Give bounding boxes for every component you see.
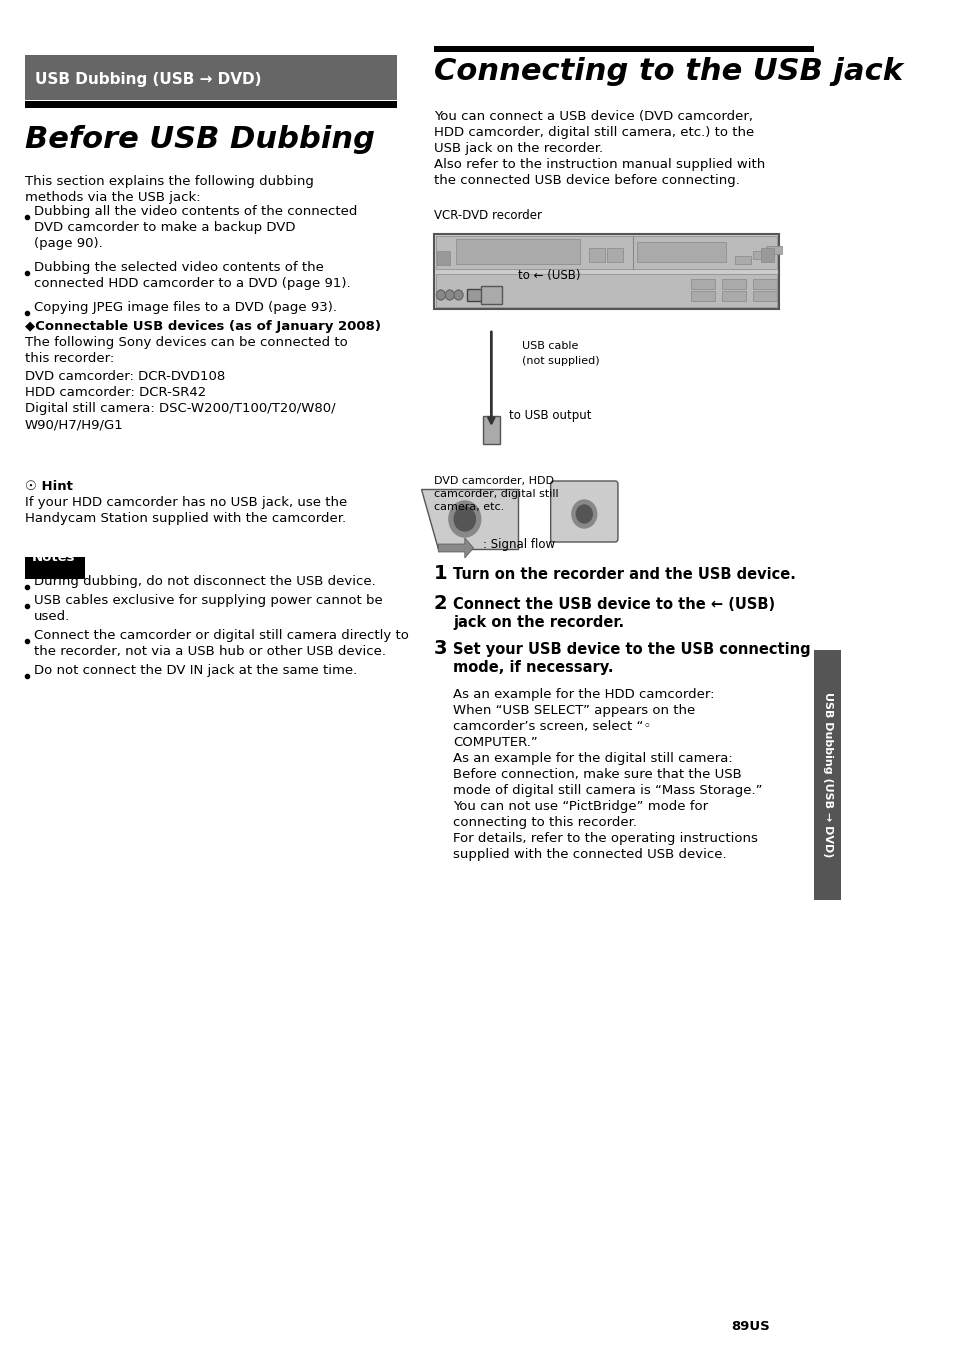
Text: Before USB Dubbing: Before USB Dubbing [25,124,375,154]
Text: supplied with the connected USB device.: supplied with the connected USB device. [453,848,726,861]
Text: USB cable: USB cable [522,341,578,352]
Text: HDD camcorder: DCR-SR42: HDD camcorder: DCR-SR42 [25,387,206,399]
Circle shape [454,507,475,531]
FancyBboxPatch shape [765,246,781,254]
FancyBboxPatch shape [436,274,777,307]
Text: 1: 1 [434,564,447,583]
Text: USB jack on the recorder.: USB jack on the recorder. [434,142,602,155]
FancyBboxPatch shape [25,101,396,108]
Text: Copying JPEG image files to a DVD (page 93).: Copying JPEG image files to a DVD (page … [33,301,336,314]
Text: DVD camcorder: DCR-DVD108: DVD camcorder: DCR-DVD108 [25,370,225,383]
Text: HDD camcorder, digital still camera, etc.) to the: HDD camcorder, digital still camera, etc… [434,126,753,139]
Text: Dubbing all the video contents of the connected: Dubbing all the video contents of the co… [33,206,356,218]
Circle shape [436,289,445,300]
Text: This section explains the following dubbing: This section explains the following dubb… [25,174,314,188]
FancyBboxPatch shape [467,289,489,301]
Text: mode of digital still camera is “Mass Storage.”: mode of digital still camera is “Mass St… [453,784,762,796]
Text: For details, refer to the operating instructions: For details, refer to the operating inst… [453,831,758,845]
FancyBboxPatch shape [752,251,768,260]
Text: Handycam Station supplied with the camcorder.: Handycam Station supplied with the camco… [25,512,346,525]
Text: camcorder, digital still: camcorder, digital still [434,489,558,499]
Text: (page 90).: (page 90). [33,237,102,250]
FancyBboxPatch shape [720,279,745,289]
Text: VCR-DVD recorder: VCR-DVD recorder [434,210,541,222]
Text: Also refer to the instruction manual supplied with: Also refer to the instruction manual sup… [434,158,764,170]
Circle shape [576,506,592,523]
Text: connected HDD camcorder to a DVD (page 91).: connected HDD camcorder to a DVD (page 9… [33,277,350,289]
FancyBboxPatch shape [436,237,777,269]
FancyBboxPatch shape [814,650,841,900]
Text: Connecting to the USB jack: Connecting to the USB jack [434,57,902,87]
Polygon shape [420,489,517,549]
FancyBboxPatch shape [690,279,715,289]
Text: (not supplied): (not supplied) [522,356,599,366]
FancyBboxPatch shape [25,557,85,579]
Polygon shape [437,538,473,558]
Text: DVD camcorder, HDD: DVD camcorder, HDD [434,476,554,485]
Text: Do not connect the DV IN jack at the same time.: Do not connect the DV IN jack at the sam… [33,664,356,677]
FancyBboxPatch shape [637,242,725,262]
Text: Before connection, make sure that the USB: Before connection, make sure that the US… [453,768,741,781]
Text: As an example for the HDD camcorder:: As an example for the HDD camcorder: [453,688,714,700]
Text: W90/H7/H9/G1: W90/H7/H9/G1 [25,418,123,431]
Text: methods via the USB jack:: methods via the USB jack: [25,191,200,204]
FancyBboxPatch shape [752,279,777,289]
Text: 2: 2 [434,594,447,612]
Text: mode, if necessary.: mode, if necessary. [453,660,613,675]
Text: USB Dubbing (USB → DVD): USB Dubbing (USB → DVD) [35,72,262,87]
Text: to ← (USB): to ← (USB) [517,269,579,283]
FancyBboxPatch shape [607,247,622,262]
Text: ◆Connectable USB devices (as of January 2008): ◆Connectable USB devices (as of January … [25,320,380,333]
Text: Connect the camcorder or digital still camera directly to: Connect the camcorder or digital still c… [33,629,408,642]
Text: jack on the recorder.: jack on the recorder. [453,615,624,630]
FancyBboxPatch shape [588,247,604,262]
Text: the recorder, not via a USB hub or other USB device.: the recorder, not via a USB hub or other… [33,645,385,658]
Text: Set your USB device to the USB connecting: Set your USB device to the USB connectin… [453,642,810,657]
Text: 89US: 89US [731,1320,769,1333]
FancyBboxPatch shape [550,481,618,542]
FancyBboxPatch shape [482,416,499,443]
Text: connecting to this recorder.: connecting to this recorder. [453,817,637,829]
Text: The following Sony devices can be connected to: The following Sony devices can be connec… [25,337,347,349]
Text: this recorder:: this recorder: [25,352,114,365]
Text: 3: 3 [434,639,447,658]
Text: Digital still camera: DSC-W200/T100/T20/W80/: Digital still camera: DSC-W200/T100/T20/… [25,402,335,415]
Text: camera, etc.: camera, etc. [434,502,503,512]
FancyBboxPatch shape [752,291,777,301]
Text: COMPUTER.”: COMPUTER.” [453,735,537,749]
Text: camcorder’s screen, select “◦: camcorder’s screen, select “◦ [453,721,651,733]
Circle shape [449,502,480,537]
Text: Turn on the recorder and the USB device.: Turn on the recorder and the USB device. [453,566,796,581]
Text: When “USB SELECT” appears on the: When “USB SELECT” appears on the [453,704,695,717]
FancyBboxPatch shape [480,287,501,304]
Text: You can connect a USB device (DVD camcorder,: You can connect a USB device (DVD camcor… [434,110,752,123]
Circle shape [445,289,454,300]
Text: the connected USB device before connecting.: the connected USB device before connecti… [434,174,739,187]
Text: During dubbing, do not disconnect the USB device.: During dubbing, do not disconnect the US… [33,575,375,588]
FancyBboxPatch shape [456,239,579,264]
Circle shape [571,500,596,529]
Text: to USB output: to USB output [509,410,591,422]
FancyBboxPatch shape [434,234,779,310]
Text: You can not use “PictBridge” mode for: You can not use “PictBridge” mode for [453,800,708,813]
Text: Notes: Notes [31,552,75,564]
Text: DVD camcorder to make a backup DVD: DVD camcorder to make a backup DVD [33,220,294,234]
FancyBboxPatch shape [690,291,715,301]
FancyBboxPatch shape [760,247,773,262]
Circle shape [454,289,462,300]
FancyBboxPatch shape [436,251,449,265]
FancyBboxPatch shape [720,291,745,301]
Text: Connect the USB device to the ← (USB): Connect the USB device to the ← (USB) [453,598,775,612]
Text: Dubbing the selected video contents of the: Dubbing the selected video contents of t… [33,261,323,274]
Text: : Signal flow: : Signal flow [482,538,554,552]
Text: ☉ Hint: ☉ Hint [25,480,72,493]
Text: USB cables exclusive for supplying power cannot be: USB cables exclusive for supplying power… [33,594,382,607]
FancyBboxPatch shape [25,55,396,100]
Text: If your HDD camcorder has no USB jack, use the: If your HDD camcorder has no USB jack, u… [25,496,347,508]
Text: As an example for the digital still camera:: As an example for the digital still came… [453,752,732,765]
FancyBboxPatch shape [734,256,750,264]
Text: used.: used. [33,610,70,623]
FancyBboxPatch shape [434,46,814,51]
Text: USB Dubbing (USB → DVD): USB Dubbing (USB → DVD) [821,692,832,857]
